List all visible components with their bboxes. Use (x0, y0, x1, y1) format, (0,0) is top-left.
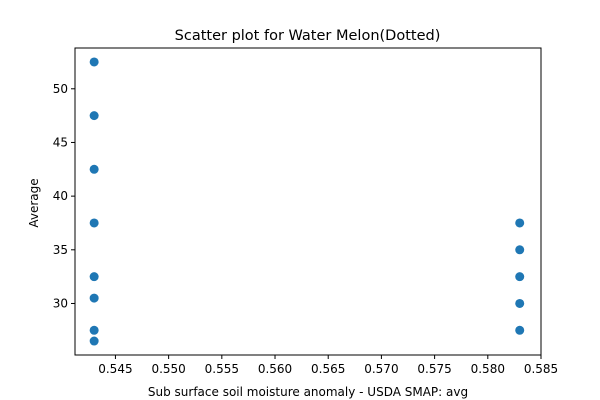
y-tick-label: 35 (53, 243, 68, 257)
x-axis-label: Sub surface soil moisture anomaly - USDA… (148, 385, 468, 399)
x-tick-label: 0.560 (258, 362, 292, 376)
y-axis-label: Average (27, 178, 41, 227)
scatter-point (89, 111, 99, 121)
y-tick-label: 50 (53, 82, 68, 96)
x-tick-label: 0.555 (205, 362, 239, 376)
x-tick-label: 0.545 (98, 362, 132, 376)
scatter-point (515, 245, 525, 255)
y-tick-label: 45 (53, 135, 68, 149)
scatter-point (89, 272, 99, 282)
y-tick-label: 30 (53, 296, 68, 310)
plot-frame (74, 47, 542, 356)
x-tick-label: 0.585 (524, 362, 558, 376)
x-tick-label: 0.575 (417, 362, 451, 376)
scatter-point (89, 164, 99, 174)
scatter-point (89, 293, 99, 303)
chart-title: Scatter plot for Water Melon(Dotted) (175, 28, 441, 44)
plot-area: 0.545 0.550 0.555 0.560 0.565 0.570 0.575 0.580… (53, 47, 558, 376)
x-tick-label: 0.570 (364, 362, 398, 376)
scatter-point (515, 218, 525, 228)
scatter-point (89, 336, 99, 346)
scatter-point (89, 218, 99, 228)
y-tick-label: 40 (53, 189, 68, 203)
scatter-point (515, 272, 525, 282)
x-tick-label: 0.550 (151, 362, 185, 376)
x-tick-label: 0.565 (311, 362, 345, 376)
x-tick-label: 0.580 (471, 362, 505, 376)
scatter-point (515, 298, 525, 308)
x-axis-ticks: 0.545 0.550 0.555 0.560 0.565 0.570 0.575 0.580… (98, 355, 558, 376)
y-axis-ticks: 30 35 40 45 50 (53, 82, 75, 310)
scatter-point (89, 325, 99, 335)
scatter-point (89, 57, 99, 67)
scatter-point (515, 325, 525, 335)
data-points (89, 57, 525, 346)
